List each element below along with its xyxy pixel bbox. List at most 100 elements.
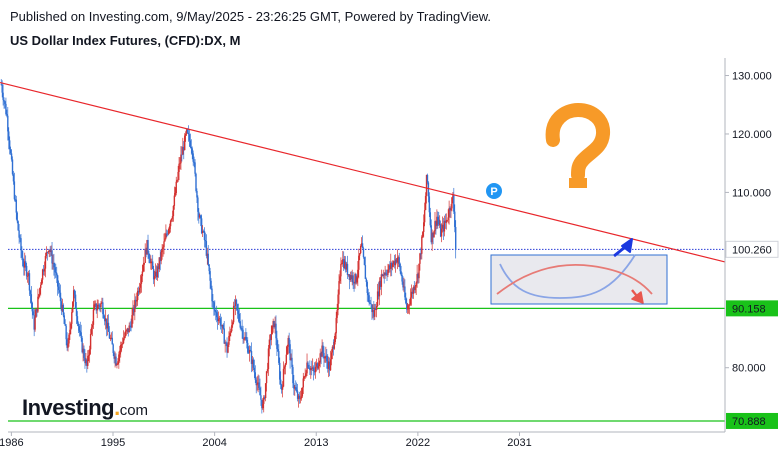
- candle-body-41: [39, 288, 41, 295]
- price-tag-box-2: [726, 412, 778, 429]
- candle-body-232: [218, 318, 221, 320]
- candle-body-23: [22, 257, 24, 266]
- candle-body-472: [444, 220, 447, 223]
- candle-body-291: [274, 323, 276, 328]
- candle-body-406: [382, 274, 384, 277]
- candle-body-329: [310, 367, 312, 371]
- price-tag-label-1: 90.158: [732, 303, 766, 315]
- candle-body-115: [108, 331, 111, 339]
- candle-body-476: [448, 208, 450, 218]
- candle-body-147: [138, 287, 141, 293]
- candle-body-6: [6, 114, 8, 116]
- candle-body-423: [398, 257, 400, 264]
- candle-body-154: [145, 249, 147, 255]
- candle-body-207: [195, 173, 197, 191]
- candle-body-21: [20, 238, 22, 251]
- candle-body-382: [359, 245, 362, 254]
- candle-body-160: [151, 261, 153, 263]
- candle-body-238: [224, 342, 226, 344]
- candle-body-315: [296, 391, 299, 399]
- candle-body-345: [325, 355, 327, 358]
- candle-body-143: [135, 299, 137, 302]
- candle-body-81: [76, 316, 79, 324]
- candle-body-414: [390, 262, 392, 269]
- candle-body-420: [395, 259, 398, 263]
- candle-body-155: [146, 240, 148, 255]
- candle-body-332: [312, 367, 315, 372]
- candle-body-231: [217, 319, 220, 322]
- candle-body-27: [25, 265, 28, 277]
- candle-body-263: [247, 352, 250, 354]
- candle-body-118: [111, 337, 113, 345]
- candle-body-363: [342, 259, 344, 263]
- candle-body-146: [137, 290, 140, 293]
- price-tag-box-1: [726, 300, 778, 317]
- x-tick-label-0: 1986: [0, 437, 24, 449]
- candle-body-153: [144, 249, 146, 263]
- candle-body-220: [207, 253, 209, 265]
- candle-body-15: [14, 199, 17, 201]
- candle-body-257: [242, 329, 244, 339]
- candle-body-129: [121, 343, 124, 345]
- candle-body-180: [169, 220, 172, 227]
- candle-body-480: [452, 195, 454, 198]
- candle-body-447: [421, 236, 423, 254]
- candle-body-116: [109, 338, 112, 339]
- candle-body-457: [430, 225, 432, 243]
- candle-body-346: [326, 355, 328, 362]
- candle-body-224: [211, 288, 213, 302]
- candle-body-258: [243, 338, 245, 340]
- candle-body-471: [443, 220, 446, 232]
- candle-body-194: [183, 146, 185, 151]
- candle-body-63: [59, 292, 62, 302]
- candle-body-223: [210, 280, 212, 289]
- candle-body-31: [29, 290, 32, 295]
- candle-body-304: [286, 346, 288, 355]
- candle-body-308: [290, 357, 292, 361]
- candle-body-479: [451, 197, 453, 209]
- candle-body-174: [164, 238, 166, 242]
- candle-body-137: [129, 325, 131, 327]
- candle-body-245: [231, 325, 233, 332]
- candle-body-288: [271, 325, 273, 335]
- candle-body-200: [188, 134, 191, 141]
- candle-body-108: [102, 302, 104, 315]
- candle-body-475: [447, 217, 449, 220]
- candle-body-181: [170, 218, 173, 221]
- candle-body-3: [3, 99, 5, 102]
- candle-body-170: [160, 252, 162, 262]
- candle-body-441: [415, 282, 417, 287]
- candle-body-348: [327, 361, 330, 369]
- candle-body-337: [317, 365, 320, 369]
- candle-body-284: [267, 348, 270, 370]
- candle-body-342: [322, 345, 324, 353]
- candle-body-278: [262, 403, 264, 409]
- candle-body-293: [276, 338, 278, 350]
- candle-body-8: [8, 131, 10, 141]
- candle-body-96: [90, 327, 93, 335]
- candle-body-114: [107, 322, 110, 332]
- candle-body-44: [41, 269, 44, 280]
- marker-p[interactable]: P: [486, 183, 502, 199]
- candle-body-206: [194, 162, 196, 174]
- candle-body-199: [187, 132, 190, 135]
- candle-body-369: [347, 274, 350, 276]
- candle-body-394: [371, 304, 373, 313]
- candle-body-68: [64, 323, 66, 326]
- candle-body-464: [437, 216, 439, 220]
- candle-body-415: [391, 262, 393, 267]
- candle-body-61: [57, 286, 60, 291]
- candle-body-161: [152, 261, 154, 269]
- candle-body-477: [449, 208, 451, 211]
- candle-body-54: [51, 250, 53, 264]
- candle-body-416: [391, 264, 394, 267]
- candle-body-125: [118, 354, 120, 362]
- candle-body-112: [105, 318, 108, 329]
- candle-body-309: [291, 357, 293, 368]
- candle-body-281: [264, 383, 267, 399]
- candle-body-72: [68, 334, 70, 344]
- candle-body-141: [133, 307, 135, 313]
- candle-body-49: [46, 252, 49, 254]
- candle-body-311: [293, 383, 295, 389]
